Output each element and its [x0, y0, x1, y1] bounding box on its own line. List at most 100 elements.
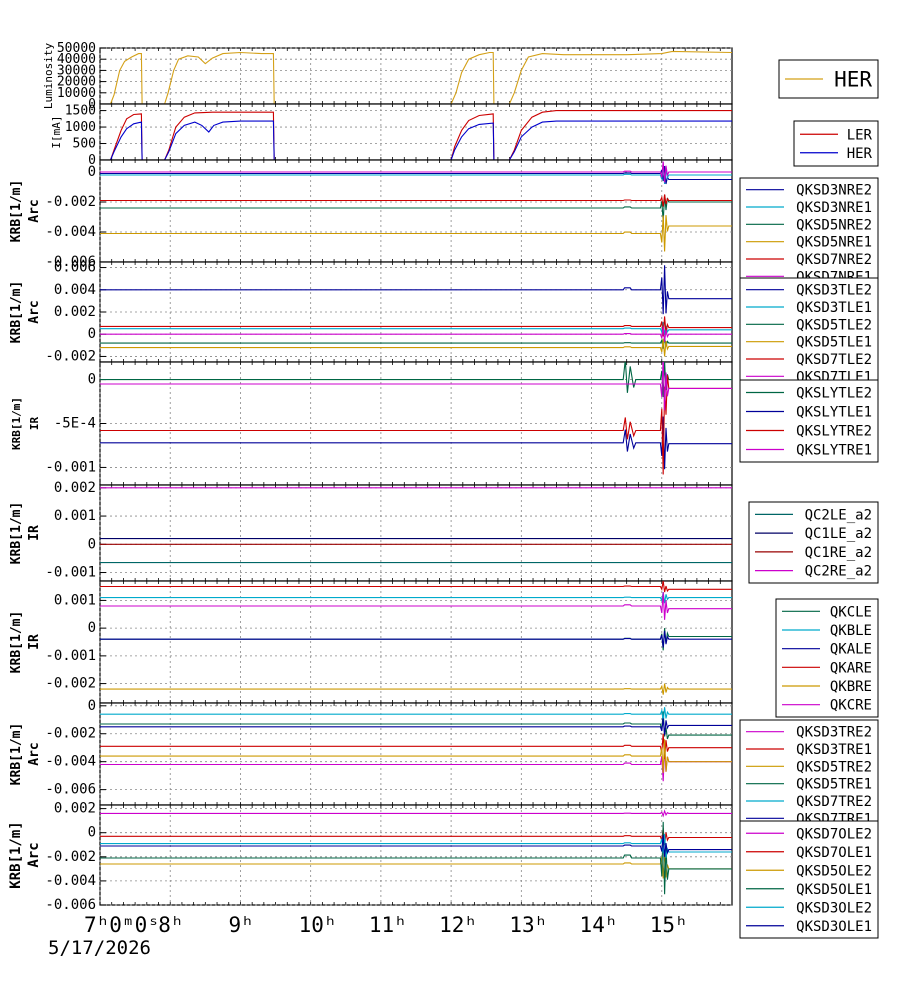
- y-tick-label: 0.002: [54, 304, 96, 320]
- legend-label: QKSLYTLE2: [796, 386, 872, 402]
- y-tick-label: 0: [88, 620, 96, 636]
- legend-box: [739, 719, 879, 831]
- y-tick-label: -0.004: [45, 754, 96, 770]
- y-tick-label: -0.002: [45, 348, 96, 364]
- legend-label: LER: [847, 127, 873, 143]
- x-tick-label: 8ʰ: [158, 913, 183, 937]
- x-tick-label: 7ʰ0ᵐ0ˢ: [84, 913, 160, 937]
- legend-label: QKBLE: [830, 623, 872, 639]
- legend-label: QKSD3TRE1: [796, 742, 872, 758]
- y-tick-label: -0.004: [45, 873, 96, 889]
- series-line-qksd5nre1: [100, 215, 732, 252]
- y-tick-label: 0: [88, 326, 96, 342]
- legend-label: HER: [847, 146, 873, 162]
- y-axis-label: KRB[1/m]: [9, 281, 24, 344]
- y-tick-label: -0.006: [45, 897, 96, 913]
- y-tick-label: 50000: [57, 41, 96, 56]
- legend-label: QC2RE_a2: [805, 564, 872, 580]
- series-line-qkslytre1: [100, 362, 732, 411]
- legend-label: QKSD7OLE2: [796, 826, 872, 842]
- legend-box: [748, 501, 879, 584]
- y-tick-label: 0.004: [54, 282, 96, 298]
- y-axis-label-2: Arc: [27, 300, 42, 323]
- legend-label: QKSLYTRE2: [796, 424, 872, 440]
- y-axis-label-2: IR: [27, 525, 42, 541]
- legend: LER HER: [793, 120, 879, 167]
- legend-box: [739, 277, 879, 389]
- series-line-qksd5tle1: [100, 338, 732, 357]
- series-line-qksd7tle2: [100, 316, 732, 337]
- y-axis-label: Luminosity: [42, 43, 55, 110]
- y-tick-label: -0.002: [45, 849, 96, 865]
- legend-label: QKARE: [830, 660, 872, 676]
- series-line-her: [100, 50, 732, 104]
- y-tick-label: 1000: [65, 120, 96, 135]
- legend-label: QKSD5NRE1: [796, 235, 872, 251]
- legend-box: [793, 120, 879, 167]
- y-tick-label: 0: [88, 97, 96, 112]
- y-axis-label-2: IR: [27, 634, 42, 650]
- x-tick-label: 9ʰ: [228, 913, 253, 937]
- date-label: 5/17/2026: [48, 937, 151, 959]
- legend: QKSLYTLE2 QKSLYTLE1 QKSLYTRE2 QKSLYTRE1: [739, 379, 879, 463]
- legend-box: [775, 598, 879, 718]
- y-tick-label: 0: [88, 698, 96, 714]
- legend-label: QKSD5TLE1: [796, 335, 872, 351]
- legend-label: QKSD5OLE2: [796, 863, 872, 879]
- legend-label: QKSD3TRE2: [796, 725, 872, 741]
- legend-label: QKSD7OLE1: [796, 845, 872, 861]
- y-axis-label: KRB[1/m]: [8, 821, 24, 888]
- legend: HER: [778, 59, 879, 99]
- y-tick-label: 0: [88, 372, 96, 388]
- y-axis-label-2: Arc: [27, 199, 42, 222]
- legend-label: QKSD7TLE2: [796, 352, 872, 368]
- series-line-qkbre: [100, 683, 732, 695]
- panel-6: 0.002 0.001 0 -0.001 KRB[1/m] IR QC2LE_a2 QC1LE…: [9, 480, 879, 584]
- y-tick-label: -0.001: [45, 459, 96, 475]
- y-tick-label: 30000: [57, 63, 96, 78]
- legend-label: QC1RE_a2: [805, 545, 872, 561]
- y-tick-label: -0.006: [45, 782, 96, 798]
- x-tick-label: 12ʰ: [439, 913, 477, 937]
- y-tick-label: 20000: [57, 75, 96, 90]
- series-line-qksd3tle2: [100, 265, 732, 315]
- legend-label: QKSD3OLE1: [796, 919, 872, 935]
- legend-label: QKSD5TRE1: [796, 777, 872, 793]
- y-tick-label: 0.006: [54, 260, 96, 276]
- x-tick-label: 15ʰ: [650, 913, 688, 937]
- panel-9: 0.002 0 -0.002 -0.004 -0.006 KRB[1/m] Arc QKSD7…: [8, 801, 879, 939]
- series-line-qksd5ole1: [100, 821, 732, 895]
- series-line-qksd7nre1: [100, 161, 732, 183]
- y-tick-label: 40000: [57, 52, 96, 67]
- legend-label: QKSD3OLE2: [796, 900, 872, 916]
- y-axis-label: KRB[1/m]: [9, 502, 24, 565]
- plot-frame: [99, 103, 733, 161]
- y-axis-label: KRB[1/m]: [9, 180, 24, 243]
- plot-frame: [99, 702, 733, 806]
- legend: QKCLE QKBLE QKALE QKARE QKBRE QKCRE: [775, 598, 879, 718]
- legend-label: QKSD3NRE1: [796, 200, 872, 216]
- y-tick-label: -0.002: [45, 676, 96, 692]
- panel-4: 0.006 0.004 0.002 0 -0.002 KRB[1/m] Arc QKSD3TL…: [9, 260, 879, 389]
- y-axis-label-2: Arc: [26, 842, 42, 867]
- series-line-qksd7tle1: [100, 326, 732, 343]
- series-line-qkare: [100, 581, 732, 593]
- y-tick-label: -0.001: [45, 565, 96, 581]
- series-line-qkble: [100, 592, 732, 604]
- legend: QKSD7OLE2 QKSD7OLE1 QKSD5OLE2 QKSD5OLE1 QKSD…: [739, 820, 879, 939]
- legend-label: QKALE: [830, 642, 872, 658]
- series-line-qksd7nre2: [100, 194, 732, 207]
- y-axis-label: KRB[1/m]: [10, 397, 23, 450]
- y-tick-label: 1500: [65, 104, 96, 119]
- legend-label: QKBRE: [830, 679, 872, 695]
- series-line-qksd5tre2: [100, 739, 732, 773]
- plot-frame: [99, 580, 733, 704]
- legend-label: QKCLE: [830, 604, 872, 620]
- legend-label: QKSD5TLE2: [796, 317, 872, 333]
